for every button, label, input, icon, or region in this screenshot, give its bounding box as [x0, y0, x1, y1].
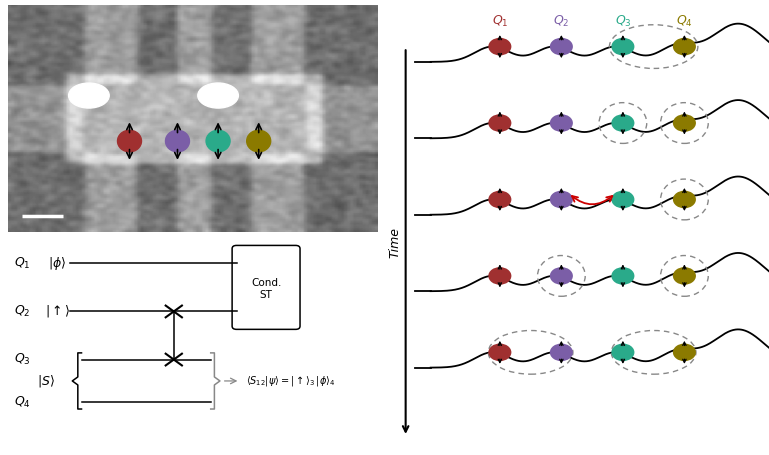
- Text: $\langle S_{12}|\psi\rangle = |\uparrow\rangle_3\,|\phi\rangle_4$: $\langle S_{12}|\psi\rangle = |\uparrow\…: [246, 374, 335, 388]
- Ellipse shape: [488, 267, 511, 285]
- Circle shape: [68, 83, 109, 108]
- Text: $Q_4$: $Q_4$: [14, 395, 31, 410]
- Ellipse shape: [611, 191, 634, 208]
- Ellipse shape: [488, 114, 511, 132]
- Ellipse shape: [673, 191, 696, 208]
- Circle shape: [198, 83, 238, 108]
- Text: $Q_1$: $Q_1$: [491, 14, 508, 30]
- Ellipse shape: [611, 38, 634, 56]
- Ellipse shape: [673, 38, 696, 56]
- Ellipse shape: [673, 114, 696, 132]
- Ellipse shape: [611, 344, 634, 361]
- Ellipse shape: [488, 38, 511, 56]
- Ellipse shape: [550, 267, 573, 285]
- Ellipse shape: [550, 191, 573, 208]
- Text: $Q_4$: $Q_4$: [676, 14, 693, 30]
- Text: ST: ST: [260, 290, 272, 300]
- Text: $|S\rangle$: $|S\rangle$: [38, 373, 55, 389]
- Ellipse shape: [247, 130, 271, 152]
- Text: $Q_2$: $Q_2$: [553, 14, 570, 30]
- Ellipse shape: [206, 130, 230, 152]
- Ellipse shape: [673, 344, 696, 361]
- Ellipse shape: [673, 267, 696, 285]
- Ellipse shape: [488, 344, 511, 361]
- Ellipse shape: [550, 114, 573, 132]
- Ellipse shape: [550, 344, 573, 361]
- Text: $Q_1$: $Q_1$: [14, 256, 31, 271]
- Ellipse shape: [550, 38, 573, 56]
- Ellipse shape: [611, 267, 634, 285]
- FancyBboxPatch shape: [232, 245, 300, 329]
- Ellipse shape: [118, 130, 141, 152]
- Text: $Q_2$: $Q_2$: [15, 304, 31, 319]
- Text: $Q_3$: $Q_3$: [614, 14, 631, 30]
- Ellipse shape: [611, 114, 634, 132]
- Text: $|\uparrow\rangle$: $|\uparrow\rangle$: [45, 303, 70, 319]
- Ellipse shape: [165, 130, 189, 152]
- Text: $|\phi\rangle$: $|\phi\rangle$: [48, 255, 67, 272]
- Ellipse shape: [488, 191, 511, 208]
- Text: Cond.: Cond.: [251, 278, 281, 288]
- Text: $Q_3$: $Q_3$: [14, 352, 31, 367]
- Text: Time: Time: [388, 227, 401, 258]
